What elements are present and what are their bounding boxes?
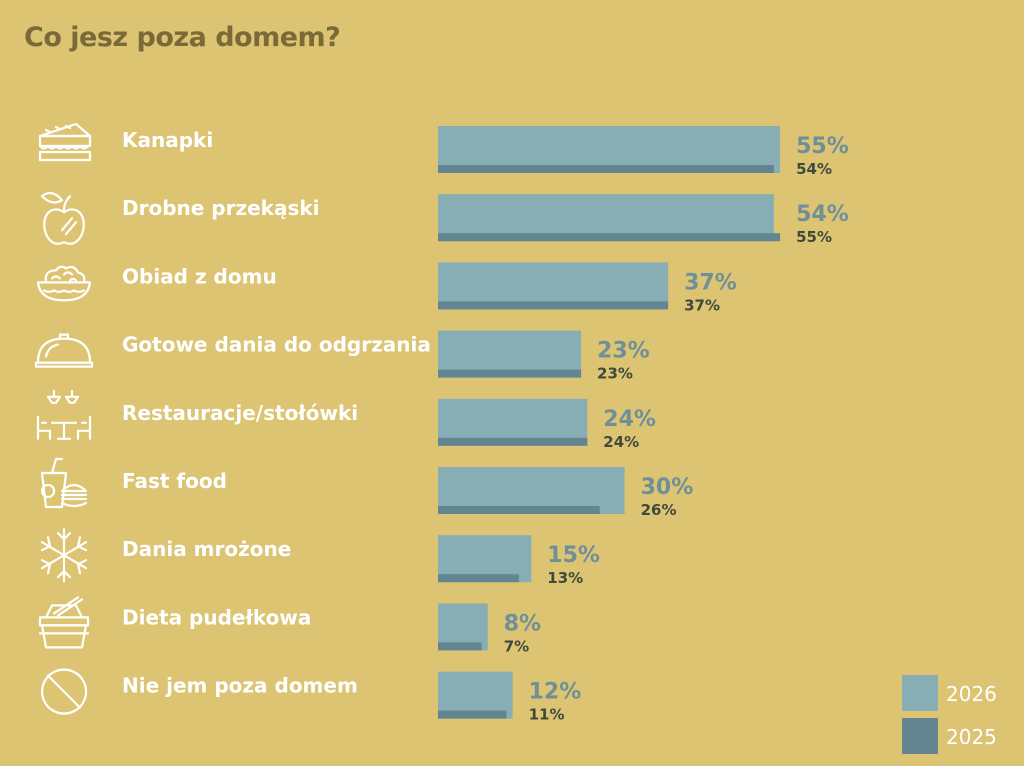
bar-2025 xyxy=(438,574,519,583)
value-label-2025: 54% xyxy=(796,160,832,178)
category-label: Obiad z domu xyxy=(122,264,277,288)
value-label-2026: 54% xyxy=(796,202,849,227)
category-label: Dania mrożone xyxy=(122,537,291,561)
value-label-2026: 23% xyxy=(597,339,650,364)
category-label: Nie jem poza domem xyxy=(122,674,358,698)
chart-title: Co jesz poza domem? xyxy=(24,22,341,53)
value-label-2025: 11% xyxy=(529,706,565,724)
value-label-2026: 15% xyxy=(547,543,600,568)
value-label-2026: 30% xyxy=(641,475,694,500)
salad-bowl-icon xyxy=(36,265,92,302)
fast-food-icon xyxy=(40,457,88,509)
value-label-2025: 24% xyxy=(603,433,639,451)
category-label: Kanapki xyxy=(122,128,213,152)
bar-2025 xyxy=(438,301,669,310)
value-label-2026: 37% xyxy=(684,270,737,295)
category-label: Dieta pudełkowa xyxy=(122,605,311,629)
bar-2025 xyxy=(438,233,781,242)
value-label-2026: 55% xyxy=(796,134,849,159)
apple-icon xyxy=(40,191,85,245)
value-label-2026: 12% xyxy=(529,680,582,705)
bar-2025 xyxy=(438,165,774,173)
legend-swatch-2025 xyxy=(902,718,938,754)
category-label: Drobne przekąski xyxy=(122,196,320,220)
category-label: Restauracje/stołówki xyxy=(122,401,358,425)
category-label: Fast food xyxy=(122,469,227,493)
lunch-box-icon xyxy=(38,596,90,649)
prohibited-icon xyxy=(40,668,88,715)
sandwich-icon xyxy=(38,122,92,162)
bar-2025 xyxy=(438,437,588,446)
legend-label-2025: 2025 xyxy=(946,725,997,749)
value-label-2025: 26% xyxy=(641,501,677,519)
value-label-2025: 13% xyxy=(547,569,583,587)
serving-dish-icon xyxy=(34,333,94,368)
legend-label-2026: 2026 xyxy=(946,682,997,706)
value-label-2026: 24% xyxy=(603,407,656,432)
bar-2025 xyxy=(438,710,507,719)
value-label-2025: 37% xyxy=(684,296,720,314)
bar-2025 xyxy=(438,506,600,514)
value-label-2025: 55% xyxy=(796,228,832,246)
value-label-2026: 8% xyxy=(504,611,541,636)
legend-swatch-2026 xyxy=(902,675,938,711)
category-label: Gotowe dania do odgrzania xyxy=(122,333,431,357)
value-label-2025: 23% xyxy=(597,365,633,383)
snowflake-icon xyxy=(40,528,88,583)
restaurant-icon xyxy=(36,389,92,440)
bar-2025 xyxy=(438,642,482,651)
value-label-2025: 7% xyxy=(504,637,529,655)
bar-2025 xyxy=(438,369,582,378)
